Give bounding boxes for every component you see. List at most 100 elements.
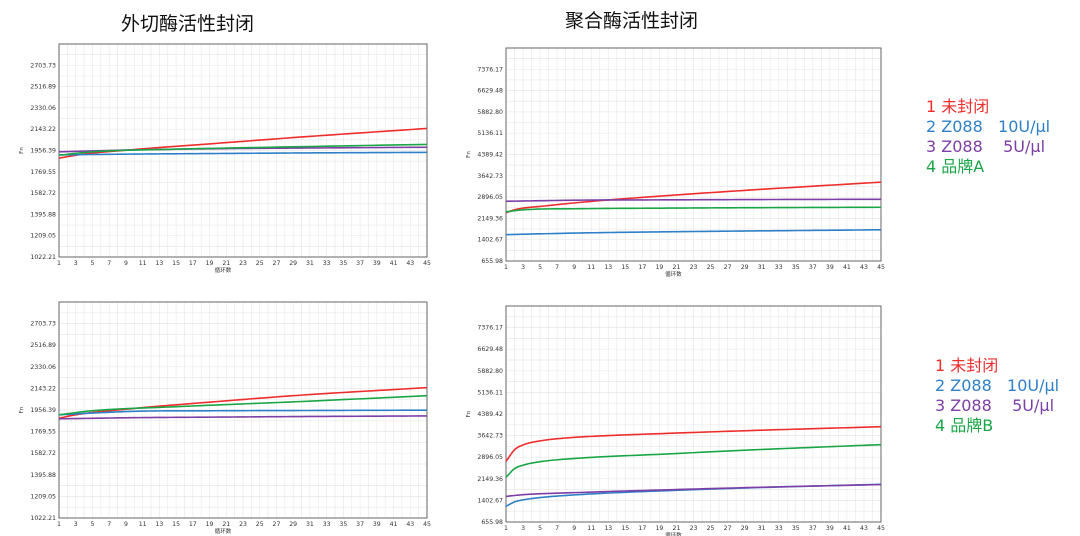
x-tick-label: 33 <box>323 521 331 528</box>
y-tick-label: 1582.72 <box>30 190 56 197</box>
x-tick-label: 45 <box>423 521 431 528</box>
y-tick-label: 5136.11 <box>477 389 503 396</box>
legend-bottom: 1 未封闭 2 Z088 10U/µl 3 Z088 5U/µl 4 品牌B <box>935 356 1059 436</box>
y-tick-label: 1209.05 <box>30 493 56 500</box>
x-tick-label: 25 <box>707 264 715 271</box>
x-tick-label: 11 <box>587 525 595 532</box>
y-tick-label: 1956.39 <box>30 407 56 414</box>
y-tick-label: 1395.88 <box>30 211 56 218</box>
x-tick-label: 43 <box>406 260 414 267</box>
x-tick-label: 29 <box>289 521 297 528</box>
x-tick-label: 45 <box>877 264 885 271</box>
x-tick-label: 9 <box>572 264 576 271</box>
y-tick-label: 2143.22 <box>30 126 56 133</box>
plot-frame <box>505 305 882 523</box>
x-tick-label: 5 <box>538 525 542 532</box>
x-tick-label: 39 <box>373 521 381 528</box>
x-tick-label: 39 <box>826 264 834 271</box>
x-tick-label: 33 <box>775 264 783 271</box>
x-tick-label: 23 <box>690 264 698 271</box>
x-tick-label: 45 <box>877 525 885 532</box>
x-tick-label: 25 <box>256 521 264 528</box>
x-tick-label: 41 <box>843 264 851 271</box>
x-tick-label: 35 <box>339 260 347 267</box>
x-tick-label: 31 <box>758 264 766 271</box>
x-tick-label: 27 <box>273 260 281 267</box>
x-tick-label: 15 <box>621 525 629 532</box>
y-tick-label: 1395.88 <box>30 472 56 479</box>
x-tick-label: 5 <box>90 521 94 528</box>
y-tick-label: 2330.06 <box>30 364 56 371</box>
x-tick-label: 1 <box>504 525 508 532</box>
y-axis-label: Fn <box>19 147 25 154</box>
y-tick-label: 655.98 <box>481 258 503 265</box>
x-tick-label: 35 <box>339 521 347 528</box>
x-tick-label: 11 <box>587 264 595 271</box>
x-tick-label: 19 <box>206 260 214 267</box>
chart-exo-bottom: 1022.21 1209.05 1395.88 1582.72 1769.55 1956.… <box>19 301 431 535</box>
x-tick-label: 3 <box>521 264 525 271</box>
legend-entry: 3 Z088 5U/µl <box>935 396 1055 415</box>
series-line-1 <box>505 425 882 462</box>
x-tick-label: 11 <box>139 260 147 267</box>
y-tick-label: 2149.36 <box>477 476 503 483</box>
x-tick-label: 15 <box>172 521 180 528</box>
y-tick-label: 6629.48 <box>477 346 503 353</box>
y-tick-label: 1769.55 <box>30 429 56 436</box>
series-line-2 <box>505 228 882 236</box>
legend-top: 1 未封闭 2 Z088 10U/µl 3 Z088 5U/µl 4 品牌A <box>926 97 1050 177</box>
chart-exo-top: 1022.21 1209.05 1395.88 1582.72 1769.55 1956.… <box>19 43 431 274</box>
x-tick-label: 21 <box>673 264 681 271</box>
y-tick-label: 3642.73 <box>477 433 503 440</box>
x-tick-label: 15 <box>172 260 180 267</box>
x-tick-label: 41 <box>390 260 398 267</box>
y-tick-label: 4389.42 <box>477 411 503 418</box>
y-axis-label: Fn <box>466 151 472 158</box>
series-line-3 <box>505 198 882 203</box>
x-tick-label: 21 <box>222 260 230 267</box>
x-tick-label: 25 <box>707 525 715 532</box>
x-tick-label: 23 <box>239 521 247 528</box>
series-line-2 <box>58 151 428 156</box>
x-tick-label: 17 <box>638 264 646 271</box>
series-line-1 <box>58 386 428 420</box>
x-tick-label: 17 <box>638 525 646 532</box>
x-tick-label: 27 <box>273 521 281 528</box>
legend-entry: 4 品牌A <box>926 157 985 176</box>
x-tick-label: 33 <box>323 260 331 267</box>
x-tick-label: 1 <box>57 521 61 528</box>
series-line-2 <box>58 409 428 416</box>
x-tick-label: 1 <box>57 260 61 267</box>
series-line-3 <box>58 415 428 420</box>
x-tick-label: 27 <box>724 525 732 532</box>
y-tick-label: 2516.89 <box>30 84 56 91</box>
x-tick-label: 13 <box>155 521 163 528</box>
x-axis-label: 循环数 <box>215 266 232 274</box>
y-tick-label: 1402.67 <box>477 497 503 504</box>
x-tick-label: 43 <box>860 264 868 271</box>
x-axis-label: 循环数 <box>665 270 682 278</box>
x-tick-label: 3 <box>74 521 78 528</box>
x-tick-label: 43 <box>406 521 414 528</box>
x-tick-label: 31 <box>306 260 314 267</box>
x-tick-label: 9 <box>124 260 128 267</box>
x-tick-label: 21 <box>222 521 230 528</box>
x-tick-label: 35 <box>792 264 800 271</box>
x-tick-label: 31 <box>306 521 314 528</box>
y-tick-label: 2516.89 <box>30 342 56 349</box>
x-tick-label: 37 <box>356 260 364 267</box>
y-tick-label: 3642.73 <box>477 173 503 180</box>
x-tick-label: 27 <box>724 264 732 271</box>
x-tick-label: 35 <box>792 525 800 532</box>
x-tick-label: 29 <box>741 264 749 271</box>
x-tick-label: 15 <box>621 264 629 271</box>
y-tick-label: 7376.17 <box>477 325 503 332</box>
grid <box>58 43 428 258</box>
x-tick-label: 37 <box>809 525 817 532</box>
x-tick-label: 13 <box>604 525 612 532</box>
legend-entry: 3 Z088 5U/µl <box>926 137 1046 156</box>
x-tick-label: 9 <box>572 525 576 532</box>
y-tick-label: 2896.05 <box>477 454 503 461</box>
legend-entry: 2 Z088 10U/µl <box>935 376 1060 395</box>
x-tick-label: 3 <box>521 525 525 532</box>
